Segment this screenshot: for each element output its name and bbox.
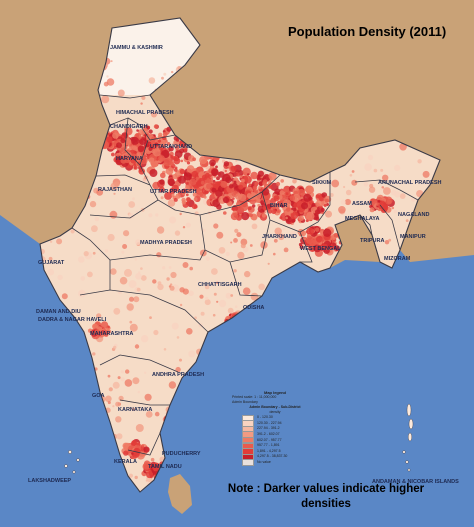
label-tripura: TRIPURA	[360, 238, 384, 244]
label-puducherry: PUDUCHERRY	[162, 451, 201, 457]
legend-label: 957.77 - 1,891	[257, 443, 280, 448]
label-mizoram: MIZORAM	[384, 256, 411, 262]
andaman-nicobar-islands	[402, 403, 414, 472]
label-himachal-pradesh: HIMACHAL PRADESH	[116, 110, 174, 116]
legend-label: 227.94 - 391.2	[257, 426, 280, 431]
label-andhra-pradesh: ANDHRA PRADESH	[152, 372, 204, 378]
label-bihar: BIHAR	[270, 203, 287, 209]
label-andaman-nicobar: ANDAMAN & NICOBAR ISLANDS	[372, 479, 459, 485]
legend-classes: 0 - 120.30 120.30 - 227.94 227.94 - 391.2 3…	[232, 414, 318, 466]
legend-unit: density	[269, 410, 281, 414]
label-goa: GOA	[92, 393, 105, 399]
lakshadweep-islands	[64, 450, 80, 474]
note-line-2: densities	[301, 498, 351, 510]
label-uttarakhand: UTTARAKHAND	[150, 144, 192, 150]
label-uttar-pradesh: UTTAR PRADESH	[150, 189, 197, 195]
legend-label: 120.30 - 227.94	[257, 420, 282, 425]
label-assam: ASSAM	[352, 201, 372, 207]
label-meghalaya: MEGHALAYA	[345, 216, 379, 222]
map-note: Note : Darker values indicate higher den…	[206, 482, 446, 512]
state-boundaries	[39, 17, 441, 493]
sri-lanka	[168, 474, 192, 514]
legend-label: 602.07 - 957.77	[257, 437, 282, 442]
legend-label: 4,297.5 - 38,837.30	[257, 454, 288, 459]
label-nagaland: NAGALAND	[398, 212, 429, 218]
label-kerala: KERALA	[114, 459, 137, 465]
label-jharkhand: JHARKHAND	[262, 234, 297, 240]
map-legend: Map legend Printed scale: 1 : 11,000,000…	[232, 390, 318, 466]
label-dadra-nagar-haveli: DADRA & NAGAR HAVELI	[38, 317, 107, 323]
legend-title: Map legend	[263, 390, 286, 395]
label-rajasthan: RAJASTHAN	[98, 187, 132, 193]
label-sikkim: SIKKIM	[312, 180, 332, 186]
label-karnataka: KARNATAKA	[118, 407, 152, 413]
label-manipur: MANIPUR	[400, 234, 426, 240]
label-jammu-kashmir: JAMMU & KASHMIR	[110, 45, 163, 51]
legend-scale: Printed scale: 1 : 11,000,000	[232, 395, 277, 399]
label-gujarat: GUJARAT	[38, 260, 65, 266]
legend-subtitle: Admin Boundary - Sub-District	[249, 405, 301, 409]
map-title: Population Density (2011)	[288, 24, 447, 39]
legend-class-8: No value	[242, 459, 318, 466]
label-haryana: HARYANA	[116, 156, 143, 162]
legend-swatch	[242, 459, 254, 466]
label-chandigarh: CHANDIGARH	[110, 124, 148, 130]
label-madhya-pradesh: MADHYA PRADESH	[140, 240, 192, 246]
arabian-sea	[0, 215, 474, 527]
label-odisha: ODISHA	[243, 305, 264, 311]
legend-label: 0 - 120.30	[257, 415, 273, 420]
legend-label: 1,891 - 4,297.5	[257, 448, 281, 453]
label-arunachal-pradesh: ARUNACHAL PRADESH	[378, 180, 441, 186]
label-west-bengal: WEST BENGAL	[300, 246, 341, 252]
label-tamil-nadu: TAMIL NADU	[148, 464, 182, 470]
label-maharashtra: MAHARASHTRA	[90, 331, 133, 337]
legend-label: No value	[257, 460, 271, 465]
legend-label: 391.2 - 602.07	[257, 432, 280, 437]
label-chhattisgarh: CHHATTISGARH	[198, 282, 242, 288]
label-lakshadweep: LAKSHADWEEP	[28, 478, 71, 484]
label-daman-diu: DAMAN AND DIU	[36, 309, 81, 315]
legend-admin: Admin Boundary	[232, 400, 258, 404]
state-labels: JAMMU & KASHMIR HIMACHAL PRADESH CHANDIG…	[28, 45, 459, 485]
note-line-1: Note : Darker values indicate higher	[227, 483, 425, 495]
